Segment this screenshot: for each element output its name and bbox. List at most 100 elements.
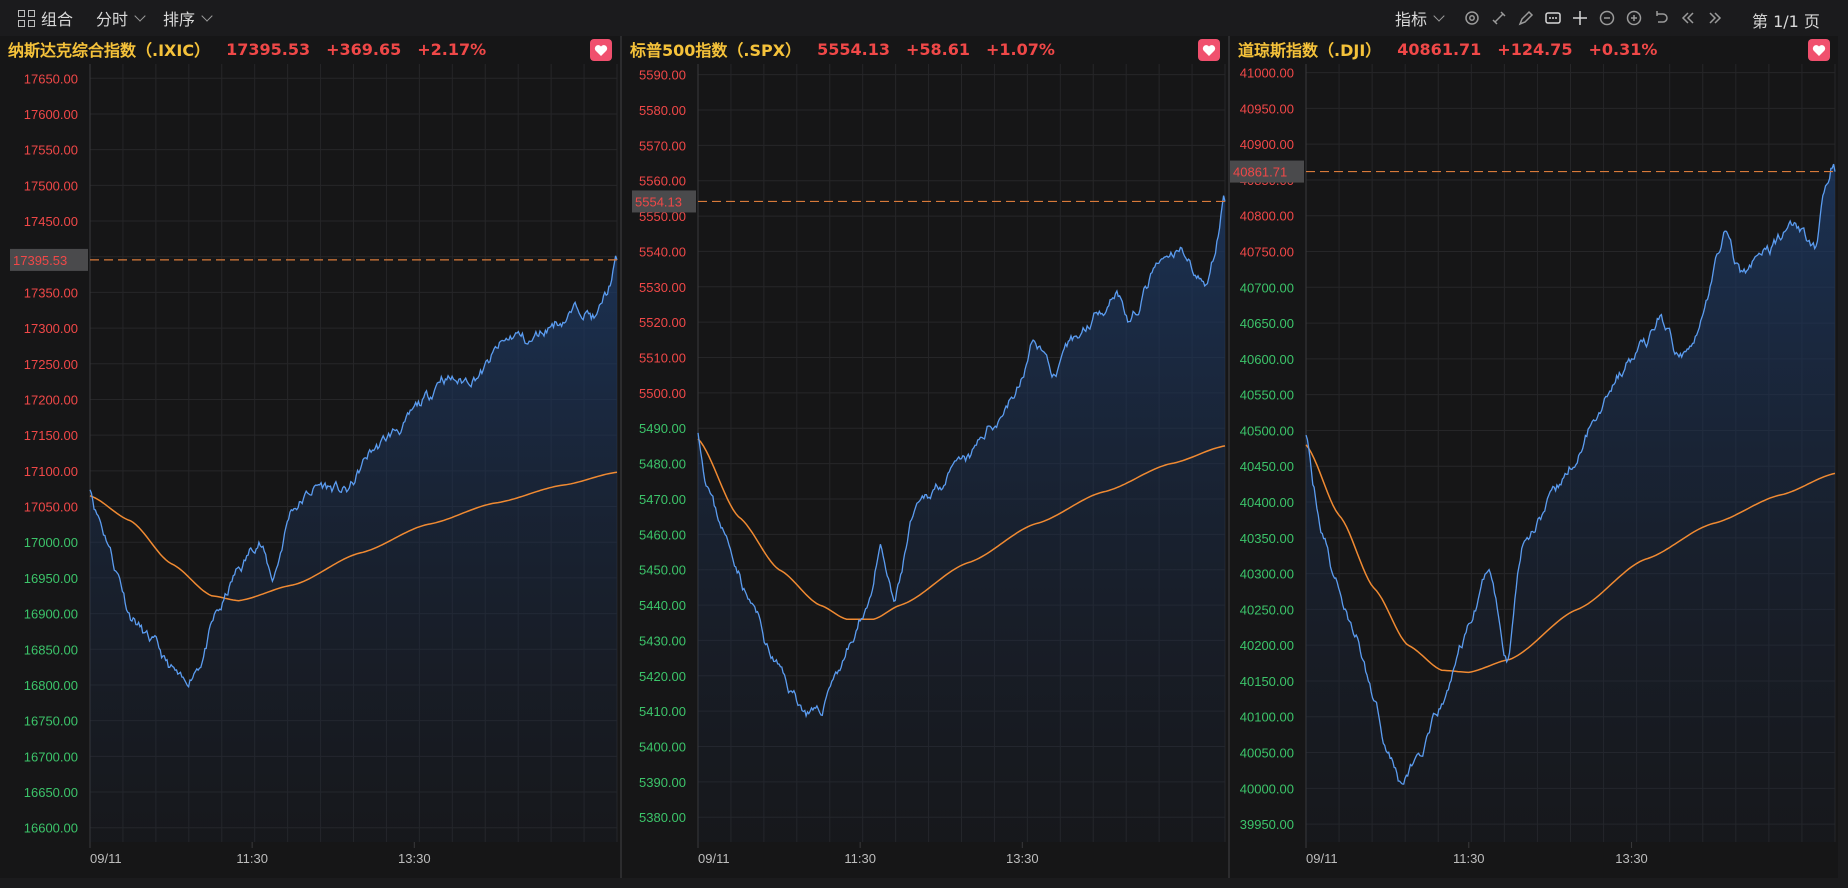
y-tick-label: 17300.00	[24, 321, 78, 336]
zoom-in-icon[interactable]	[1624, 8, 1644, 28]
y-tick-label: 17350.00	[24, 285, 78, 300]
fast-forward-icon[interactable]	[1705, 8, 1725, 28]
y-tick-label: 17100.00	[24, 464, 78, 479]
rewind-icon[interactable]	[1678, 8, 1698, 28]
settings-icon[interactable]	[1462, 8, 1482, 28]
price-area	[698, 195, 1225, 843]
y-tick-label: 40050.00	[1240, 746, 1294, 761]
x-tick-label: 11:30	[1453, 851, 1485, 866]
panel-header: 纳斯达克综合指数（.IXIC） 17395.53 +369.65 +2.17%	[0, 36, 486, 62]
y-tick-label: 5530.00	[639, 280, 686, 295]
index-name: 标普500指数（.SPX）	[630, 41, 802, 60]
undo-icon[interactable]	[1651, 8, 1671, 28]
panel-divider[interactable]	[1228, 36, 1230, 878]
y-tick-label: 5390.00	[639, 775, 686, 790]
favorite-button[interactable]	[1808, 39, 1830, 61]
y-tick-label: 5510.00	[639, 351, 686, 366]
zoom-out-icon[interactable]	[1597, 8, 1617, 28]
combo-button[interactable]: 组合	[18, 6, 73, 30]
y-tick-label: 16600.00	[24, 821, 78, 836]
indicator-dropdown[interactable]: 指标	[1395, 6, 1445, 30]
comment-icon[interactable]	[1543, 8, 1563, 28]
index-change-pct: +1.07%	[985, 39, 1055, 59]
index-change: +58.61	[905, 39, 970, 59]
pencil-icon[interactable]	[1516, 8, 1536, 28]
y-tick-label: 16900.00	[24, 607, 78, 622]
index-name: 纳斯达克综合指数（.IXIC）	[8, 41, 211, 60]
last-price-tag	[632, 190, 696, 213]
x-tick-label: 13:30	[1615, 851, 1648, 866]
y-tick-label: 16700.00	[24, 749, 78, 764]
combo-label: 组合	[41, 10, 74, 29]
x-tick-label: 11:30	[844, 851, 876, 866]
y-tick-label: 5550.00	[639, 209, 686, 224]
last-price-label: 17395.53	[13, 253, 67, 268]
y-tick-label: 40300.00	[1240, 567, 1294, 582]
chevron-down-icon	[201, 10, 213, 22]
y-tick-label: 39950.00	[1240, 817, 1294, 832]
y-tick-label: 5420.00	[639, 669, 686, 684]
price-line	[89, 255, 618, 689]
y-tick-label: 40600.00	[1240, 352, 1294, 367]
last-price-tag	[1230, 160, 1304, 183]
x-tick-label: 09/11	[698, 851, 730, 866]
sort-dropdown[interactable]: 排序	[163, 6, 213, 30]
favorite-button[interactable]	[1198, 39, 1220, 61]
y-tick-label: 40950.00	[1240, 101, 1294, 116]
indicator-label: 指标	[1395, 10, 1428, 29]
last-price-label: 40861.71	[1233, 165, 1287, 180]
y-tick-label: 40000.00	[1240, 781, 1294, 796]
y-tick-label: 5380.00	[639, 810, 686, 825]
price-line	[697, 195, 1226, 719]
chart-panel-dji: 41000.0040950.0040900.0040850.0040800.00…	[1230, 36, 1838, 878]
chart-panel-spx: 5590.00 5580.00 5570.00 5560.00 5550.00 5540.…	[622, 36, 1228, 878]
y-tick-label: 5570.00	[639, 138, 686, 153]
y-tick-label: 5400.00	[639, 740, 686, 755]
y-tick-label: 40750.00	[1240, 245, 1294, 260]
y-tick-label: 5590.00	[639, 68, 686, 83]
tool-icons	[1462, 8, 1725, 28]
y-tick-label: 16650.00	[24, 785, 78, 800]
index-price: 40861.71	[1397, 39, 1482, 59]
y-tick-label: 40650.00	[1240, 316, 1294, 331]
crosshair-icon[interactable]	[1570, 8, 1590, 28]
y-tick-label: 17550.00	[24, 143, 78, 158]
y-tick-label: 40100.00	[1240, 710, 1294, 725]
heart-icon	[1812, 44, 1826, 56]
x-tick-label: 09/11	[90, 851, 122, 866]
panel-header: 道琼斯指数（.DJI） 40861.71 +124.75 +0.31%	[1230, 36, 1657, 62]
y-tick-label: 40700.00	[1240, 280, 1294, 295]
x-tick-label: 11:30	[236, 851, 268, 866]
y-tick-label: 40450.00	[1240, 459, 1294, 474]
y-tick-label: 40800.00	[1240, 209, 1294, 224]
price-area	[90, 255, 617, 843]
favorite-button[interactable]	[590, 39, 612, 61]
panel-divider[interactable]	[620, 36, 622, 878]
x-tick-label: 09/11	[1306, 851, 1338, 866]
index-price: 5554.13	[817, 39, 890, 59]
y-tick-label: 5500.00	[639, 386, 686, 401]
y-tick-label: 40250.00	[1240, 602, 1294, 617]
last-price-tag	[10, 248, 88, 271]
y-tick-label: 17650.00	[24, 71, 78, 86]
y-tick-label: 40150.00	[1240, 674, 1294, 689]
period-dropdown[interactable]: 分时	[96, 6, 146, 30]
y-tick-label: 5490.00	[639, 421, 686, 436]
index-change-pct: +0.31%	[1588, 39, 1658, 59]
x-tick-label: 13:30	[398, 851, 431, 866]
average-line	[89, 471, 618, 602]
index-change: +369.65	[326, 39, 402, 59]
period-label: 分时	[96, 10, 129, 29]
top-toolbar: 组合 分时 排序 指标 第 1/1 页	[0, 0, 1848, 36]
y-tick-label: 17000.00	[24, 535, 78, 550]
index-name: 道琼斯指数（.DJI）	[1238, 41, 1382, 60]
y-tick-label: 5470.00	[639, 492, 686, 507]
y-tick-label: 5410.00	[639, 704, 686, 719]
intraday-chart: 5590.00 5580.00 5570.00 5560.00 5550.00 5540.…	[632, 64, 1226, 866]
intraday-chart: 17650.00 17600.00 17550.00 17500.00 17450.00…	[10, 64, 618, 866]
y-tick-label: 5560.00	[639, 174, 686, 189]
link-icon[interactable]	[1489, 8, 1509, 28]
y-tick-label: 40200.00	[1240, 638, 1294, 653]
y-tick-label: 17150.00	[24, 428, 78, 443]
price-line	[1305, 163, 1836, 785]
